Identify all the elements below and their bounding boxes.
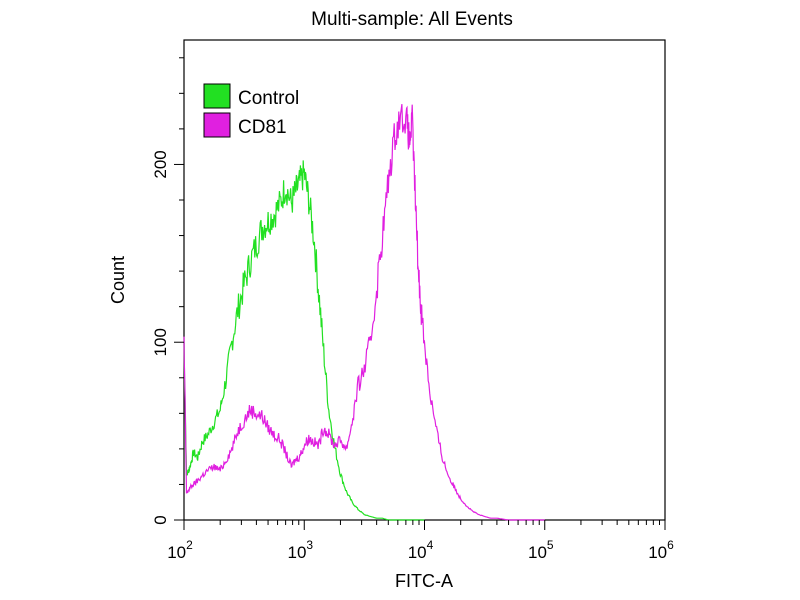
- y-tick-label: 100: [151, 328, 170, 356]
- y-axis-label: Count: [108, 256, 128, 304]
- x-tick-label: 106: [648, 538, 674, 562]
- plot-frame: [183, 39, 666, 521]
- x-tick-label: 105: [528, 538, 554, 562]
- legend: Control CD81: [203, 83, 299, 138]
- axis-ticks: 102 103 104 105 106 0 100 200: [151, 57, 674, 562]
- y-tick-label: 0: [151, 515, 170, 524]
- x-tick-label: 102: [167, 538, 193, 562]
- x-tick-label: 103: [287, 538, 313, 562]
- series-layer: [183, 104, 545, 521]
- x-axis-label: FITC-A: [395, 571, 453, 591]
- chart-title: Multi-sample: All Events: [311, 9, 513, 30]
- legend-label-cd81: CD81: [238, 117, 287, 138]
- y-tick-label: 200: [151, 150, 170, 178]
- series-line-control: [183, 160, 425, 521]
- legend-swatch-cd81: [203, 112, 231, 138]
- series-line-cd81: [183, 104, 545, 521]
- x-tick-label: 104: [408, 538, 434, 562]
- legend-label-control: Control: [238, 88, 299, 109]
- legend-swatch-control: [203, 83, 231, 109]
